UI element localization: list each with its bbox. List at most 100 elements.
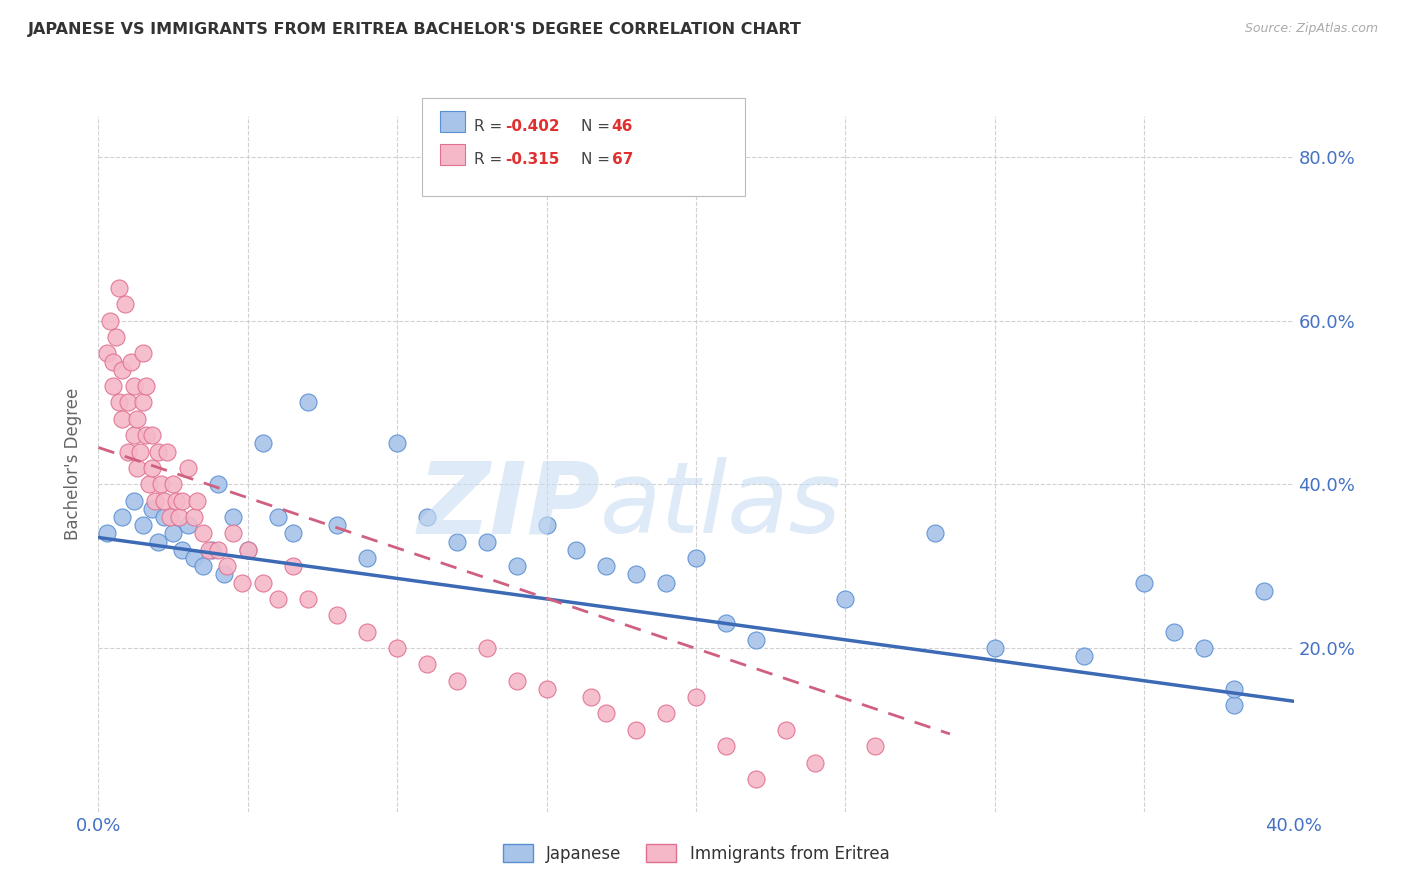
Point [385, 640, 409, 655]
Point [222, 526, 245, 541]
Text: N =: N = [581, 119, 614, 134]
Text: ZIP: ZIP [418, 457, 600, 554]
Point [595, 706, 617, 721]
Point [775, 723, 797, 737]
Point [685, 690, 707, 705]
Point [446, 673, 468, 688]
Point [132, 395, 155, 409]
Point [207, 477, 229, 491]
Point [1223, 681, 1246, 696]
Point [655, 706, 678, 721]
Point [198, 542, 221, 557]
Point [108, 281, 131, 295]
Point [132, 346, 155, 360]
Point [212, 567, 235, 582]
Point [714, 616, 737, 631]
Point [745, 632, 768, 647]
Point [655, 575, 678, 590]
Text: atlas: atlas [600, 457, 842, 554]
Point [1163, 624, 1185, 639]
Point [231, 575, 253, 590]
Point [865, 739, 887, 754]
Legend: Japanese, Immigrants from Eritrea: Japanese, Immigrants from Eritrea [496, 838, 896, 870]
Point [156, 444, 179, 458]
Point [1133, 575, 1156, 590]
Point [132, 518, 155, 533]
Point [834, 591, 856, 606]
Point [685, 551, 707, 566]
Text: 67: 67 [612, 152, 633, 167]
Point [167, 510, 190, 524]
Point [581, 690, 603, 705]
Point [207, 542, 229, 557]
Point [150, 477, 173, 491]
Point [165, 493, 187, 508]
Point [172, 493, 194, 508]
Point [124, 379, 146, 393]
Point [416, 510, 439, 524]
Point [565, 542, 588, 557]
Point [135, 379, 157, 393]
Point [252, 436, 274, 450]
Point [153, 510, 176, 524]
Point [103, 354, 125, 368]
Point [446, 534, 468, 549]
Point [191, 526, 214, 541]
Text: R =: R = [474, 152, 512, 167]
Point [141, 501, 163, 516]
Point [326, 518, 349, 533]
Point [745, 772, 768, 786]
Point [1223, 698, 1246, 713]
Text: -0.402: -0.402 [505, 119, 560, 134]
Point [281, 526, 304, 541]
Point [127, 412, 149, 426]
Point [416, 657, 439, 672]
Point [191, 559, 214, 574]
Point [141, 428, 163, 442]
Point [162, 477, 184, 491]
Point [96, 526, 118, 541]
Point [108, 395, 131, 409]
Point [96, 346, 118, 360]
Point [114, 297, 136, 311]
Point [162, 526, 184, 541]
Point [159, 510, 181, 524]
Point [111, 510, 134, 524]
Point [222, 510, 245, 524]
Point [148, 534, 170, 549]
Point [172, 542, 194, 557]
Point [924, 526, 946, 541]
Point [129, 444, 152, 458]
Point [252, 575, 274, 590]
Point [103, 379, 125, 393]
Point [236, 542, 259, 557]
Point [117, 444, 139, 458]
Point [536, 518, 558, 533]
Point [506, 673, 529, 688]
Text: R =: R = [474, 119, 508, 134]
Point [1073, 649, 1095, 664]
Point [595, 559, 617, 574]
Point [356, 551, 378, 566]
Point [475, 640, 498, 655]
Point [127, 461, 149, 475]
Point [626, 567, 648, 582]
Point [356, 624, 378, 639]
Point [804, 756, 827, 770]
Point [267, 510, 290, 524]
Point [183, 510, 205, 524]
Point [714, 739, 737, 754]
Point [281, 559, 304, 574]
Point [385, 436, 409, 450]
Y-axis label: Bachelor's Degree: Bachelor's Degree [65, 388, 83, 540]
Point [177, 461, 200, 475]
Point [536, 681, 558, 696]
Point [326, 608, 349, 623]
Point [267, 591, 290, 606]
Point [475, 534, 498, 549]
Point [506, 559, 529, 574]
Point [984, 640, 1007, 655]
Point [111, 412, 134, 426]
Point [236, 542, 259, 557]
Text: -0.315: -0.315 [505, 152, 560, 167]
